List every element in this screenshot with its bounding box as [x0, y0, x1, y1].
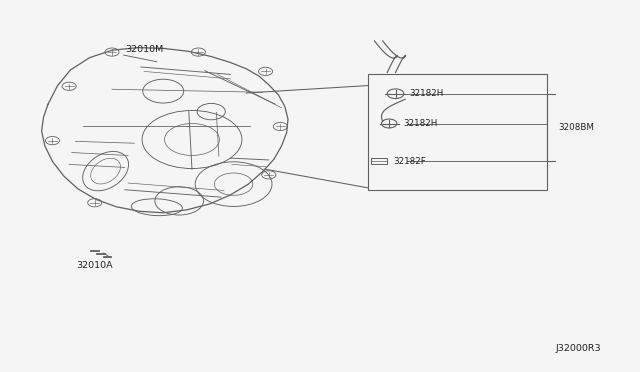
Bar	[371, 158, 387, 164]
Text: 32182F: 32182F	[393, 157, 426, 166]
Bar	[368, 74, 547, 190]
Text: J32000R3: J32000R3	[556, 344, 602, 353]
Text: 3208BM: 3208BM	[559, 123, 595, 132]
Text: 32010M: 32010M	[125, 45, 163, 54]
Text: 32182H: 32182H	[403, 119, 438, 128]
Text: 32010A: 32010A	[76, 261, 113, 270]
Text: 32182H: 32182H	[410, 89, 444, 98]
